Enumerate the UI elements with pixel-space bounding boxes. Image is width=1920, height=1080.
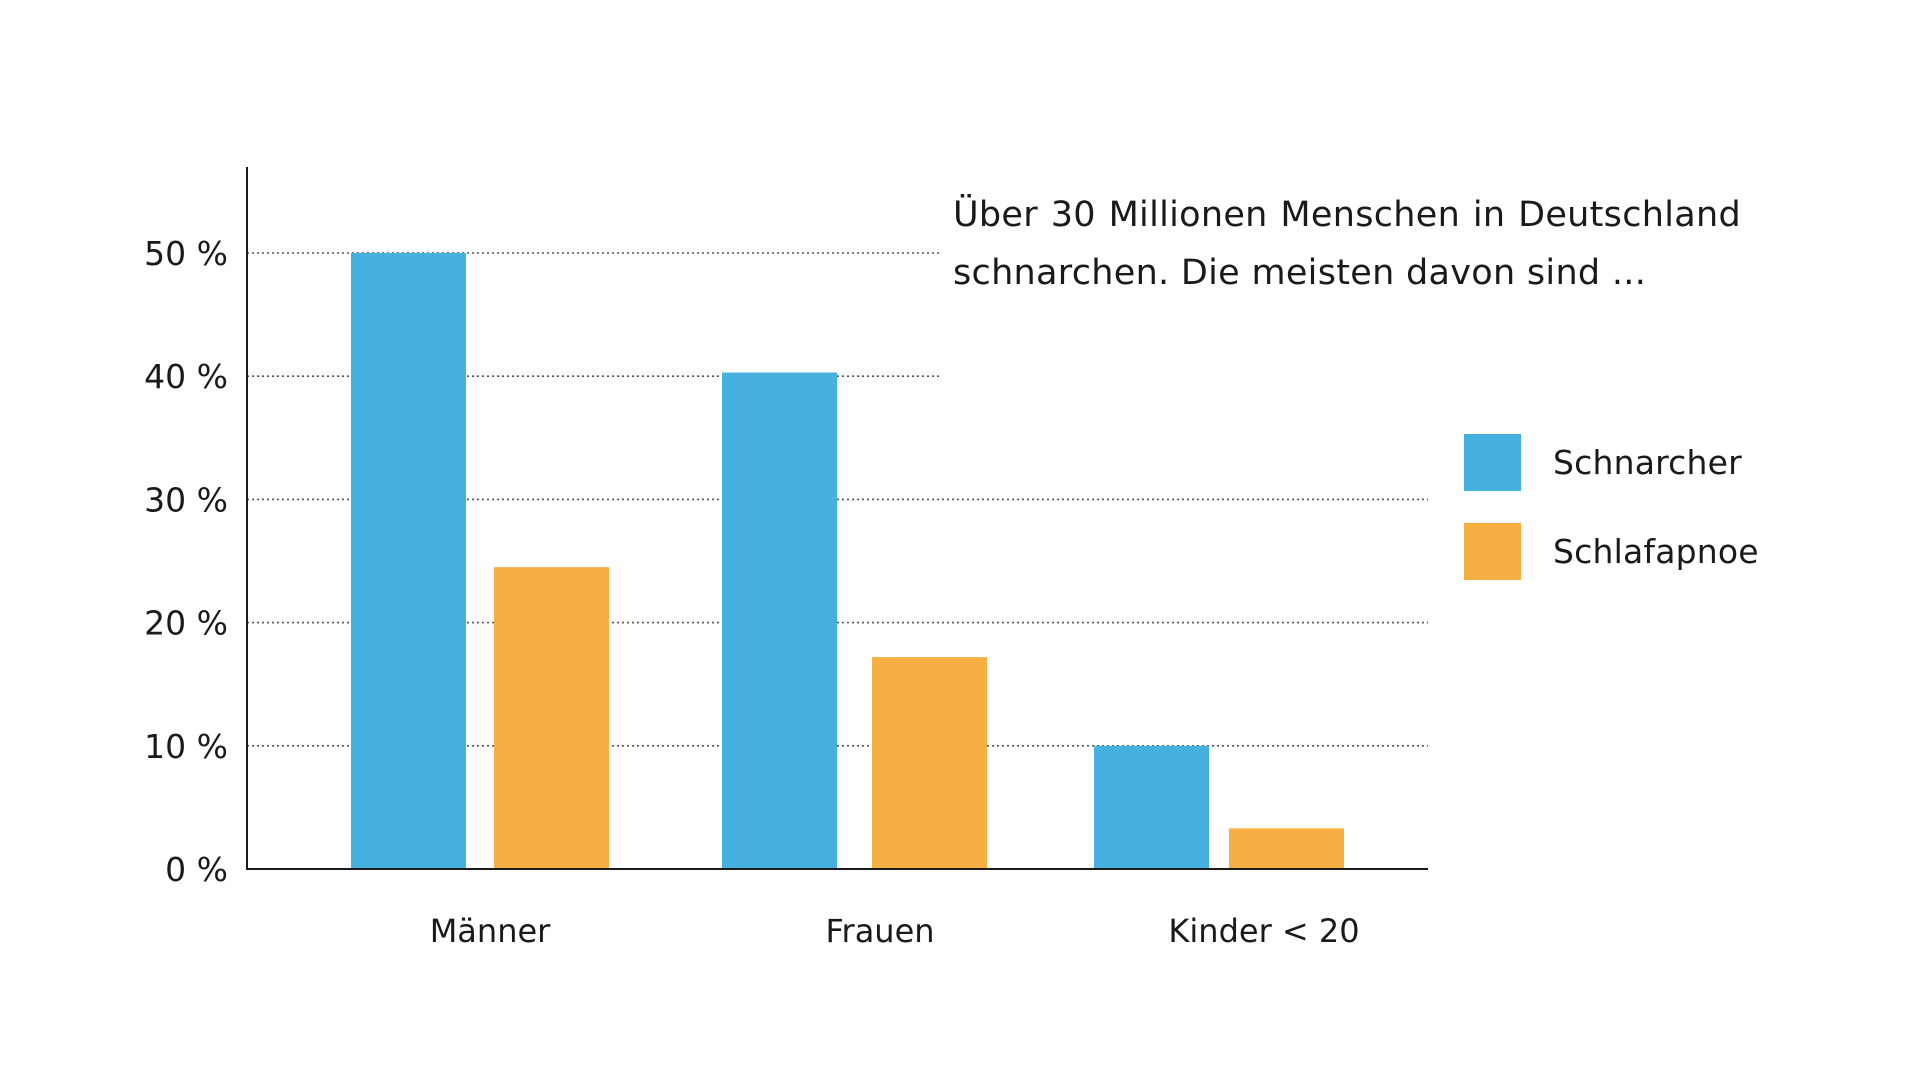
y-tick-label: 40 % xyxy=(144,357,228,396)
y-tick-labels: 0 % 10 % 20 % 30 % 40 % 50 % xyxy=(144,234,228,889)
bar-schnarcher-1 xyxy=(722,372,837,869)
chart-annotation: Über 30 Millionen Menschen in Deutschlan… xyxy=(953,195,1741,293)
x-category-label: Frauen xyxy=(825,912,934,950)
bars xyxy=(351,253,1344,869)
y-tick-label: 20 % xyxy=(144,604,228,643)
y-tick-label: 30 % xyxy=(144,480,228,519)
legend-swatch-schlafapnoe xyxy=(1464,523,1521,580)
y-tick-label: 50 % xyxy=(144,234,228,273)
axes xyxy=(246,167,1428,870)
x-category-label: Männer xyxy=(430,912,551,950)
x-category-label: Kinder < 20 xyxy=(1168,912,1359,950)
x-category-labels: Männer Frauen Kinder < 20 xyxy=(430,912,1360,950)
bar-schnarcher-0 xyxy=(351,253,466,869)
bar-schlafapnoe-2 xyxy=(1229,828,1344,869)
y-tick-label: 10 % xyxy=(144,727,228,766)
bar-schlafapnoe-1 xyxy=(872,657,987,869)
legend-label-schnarcher: Schnarcher xyxy=(1553,443,1742,482)
legend-label-schlafapnoe: Schlafapnoe xyxy=(1553,532,1759,571)
legend: Schnarcher Schlafapnoe xyxy=(1464,434,1759,612)
legend-item-schlafapnoe: Schlafapnoe xyxy=(1464,523,1759,580)
legend-swatch-schnarcher xyxy=(1464,434,1521,491)
bar-schnarcher-2 xyxy=(1094,745,1209,869)
bar-schlafapnoe-0 xyxy=(494,567,609,869)
legend-item-schnarcher: Schnarcher xyxy=(1464,434,1759,491)
y-tick-label: 0 % xyxy=(165,850,228,889)
